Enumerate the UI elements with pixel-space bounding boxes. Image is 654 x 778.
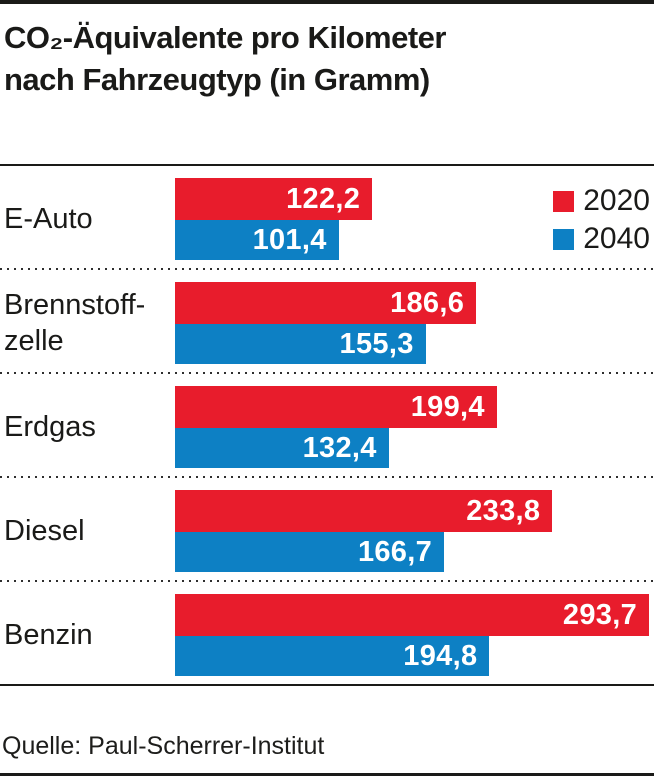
category-label: Erdgas [4,411,96,443]
category-label: Diesel [4,515,85,547]
legend-swatch-2040-icon [553,228,575,250]
bar-2020: 199,4 [175,386,497,428]
bar-group: 122,2 101,4 [175,178,649,260]
bar-2040: 194,8 [175,636,490,676]
top-rule [0,0,654,4]
bar-2040: 166,7 [175,532,445,572]
value-label: 166,7 [357,535,433,568]
value-label: 132,4 [302,431,377,464]
legend-item-2040: 2040 [553,224,650,254]
chart-row: E-Auto 122,2 101,4 [0,166,654,268]
value-label: 199,4 [410,390,485,423]
bottom-rule [0,773,654,776]
bar-2020: 186,6 [175,282,477,324]
page-title-line1: CO₂-Äquivalente pro Kilometer [4,20,446,55]
category-label: E-Auto [4,203,93,235]
chart-row: Diesel 233,8 166,7 [0,478,654,580]
category-label: Brennstoff- zelle [4,289,146,357]
bar-group: 233,8 166,7 [175,490,649,572]
chart-row: Benzin 293,7 194,8 [0,582,654,684]
value-label: 186,6 [390,286,465,319]
legend-label-2020: 2020 [583,184,650,217]
value-label: 293,7 [562,598,637,631]
value-label: 122,2 [286,182,361,215]
source-note: Quelle: Paul-Scherrer-Institut [2,732,325,760]
legend: 2020 2040 [553,186,650,254]
bar-group: 293,7 194,8 [175,594,649,676]
bar-2020: 293,7 [175,594,649,636]
value-label: 233,8 [466,494,541,527]
bar-2040: 155,3 [175,324,426,364]
bar-2040: 132,4 [175,428,389,468]
footer-rule [0,684,654,686]
header-rule [0,164,654,166]
bar-2020: 233,8 [175,490,553,532]
value-label: 101,4 [252,223,327,256]
value-label: 155,3 [339,327,414,360]
chart-row: Brennstoff- zelle 186,6 155,3 [0,270,654,372]
chart-row: Erdgas 199,4 132,4 [0,374,654,476]
bar-group: 186,6 155,3 [175,282,649,364]
legend-item-2020: 2020 [553,186,650,216]
dotted-separator [0,372,654,374]
bar-chart: 2020 2040 E-Auto 122,2 101,4 Brennstoff- ze… [0,166,654,684]
page-title-line2: nach Fahrzeugtyp (in Gramm) [4,62,430,97]
dotted-separator [0,476,654,478]
bar-group: 199,4 132,4 [175,386,649,468]
legend-swatch-2020-icon [553,190,575,212]
bar-2040: 101,4 [175,220,339,260]
legend-label-2040: 2040 [583,222,650,255]
value-label: 194,8 [403,639,478,672]
dotted-separator [0,268,654,270]
bar-2020: 122,2 [175,178,373,220]
category-label: Benzin [4,619,93,651]
page-title: CO₂-Äquivalente pro Kilometer nach Fahrz… [4,17,654,101]
dotted-separator [0,580,654,582]
